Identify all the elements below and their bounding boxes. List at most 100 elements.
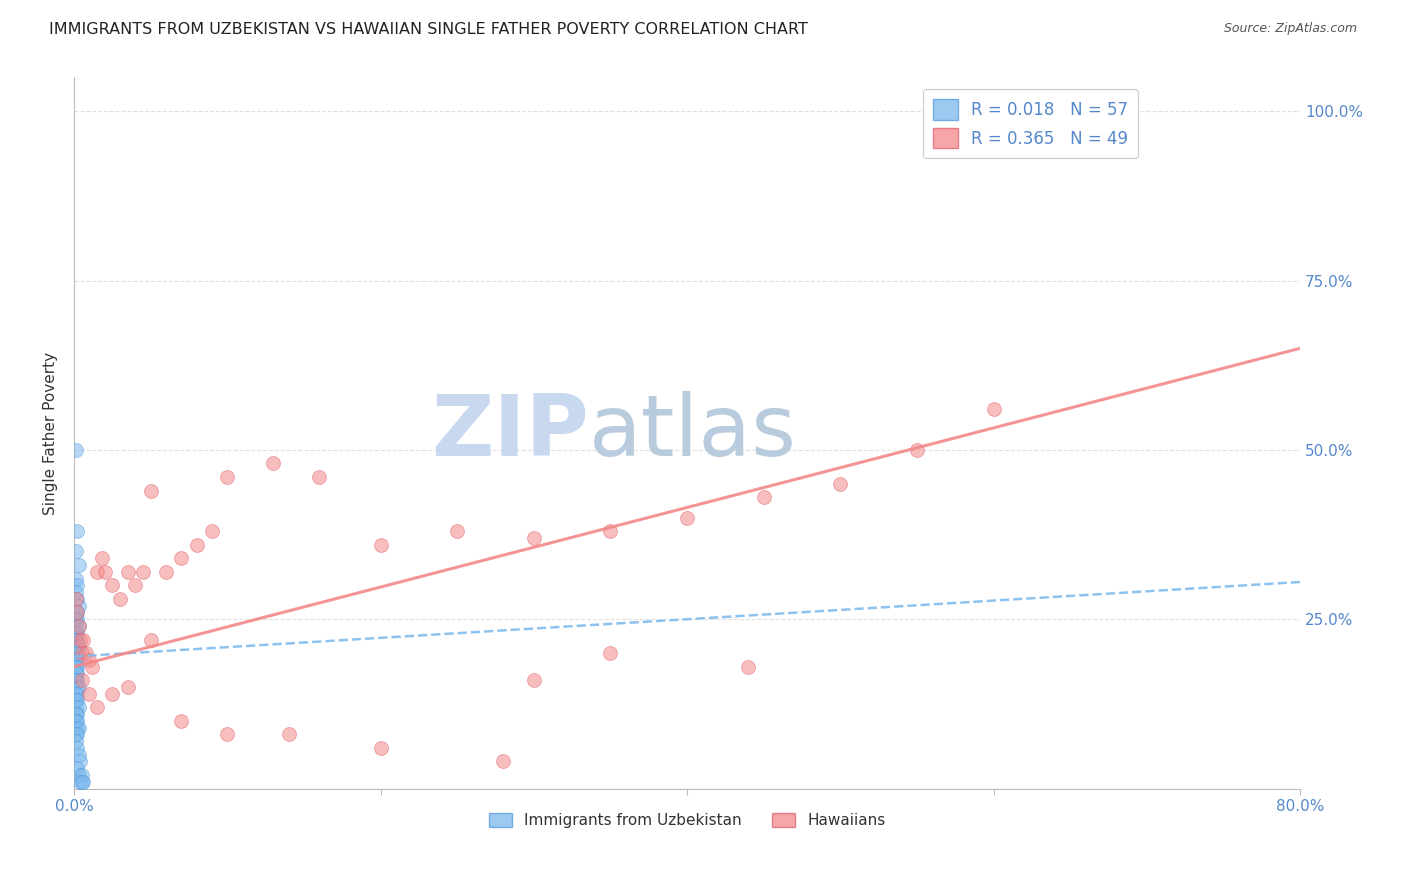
Point xyxy=(70,646,93,660)
Text: Source: ZipAtlas.com: Source: ZipAtlas.com xyxy=(1223,22,1357,36)
Point xyxy=(67,768,90,782)
Point xyxy=(523,531,546,545)
Text: atlas: atlas xyxy=(589,392,797,475)
Point xyxy=(599,524,621,538)
Point xyxy=(66,693,89,707)
Point xyxy=(66,606,89,620)
Point xyxy=(124,578,146,592)
Point xyxy=(186,538,208,552)
Point xyxy=(905,442,928,457)
Point xyxy=(65,619,87,633)
Point xyxy=(983,402,1005,417)
Point xyxy=(830,476,852,491)
Point xyxy=(69,774,91,789)
Point xyxy=(66,524,89,538)
Legend: Immigrants from Uzbekistan, Hawaiians: Immigrants from Uzbekistan, Hawaiians xyxy=(482,807,891,834)
Point xyxy=(86,700,108,714)
Point xyxy=(66,740,89,755)
Point xyxy=(67,640,90,654)
Point xyxy=(67,619,90,633)
Point xyxy=(446,524,468,538)
Point xyxy=(66,761,89,775)
Point xyxy=(599,646,621,660)
Point xyxy=(65,572,87,586)
Point xyxy=(65,544,87,558)
Point xyxy=(69,755,91,769)
Point xyxy=(82,659,104,673)
Point xyxy=(69,632,91,647)
Point xyxy=(66,666,89,681)
Point xyxy=(67,747,90,762)
Point xyxy=(66,687,89,701)
Point xyxy=(370,538,392,552)
Point xyxy=(65,659,87,673)
Point xyxy=(66,625,89,640)
Point xyxy=(65,646,87,660)
Point xyxy=(67,619,90,633)
Point xyxy=(65,734,87,748)
Point xyxy=(67,653,90,667)
Point xyxy=(66,706,89,721)
Point xyxy=(170,551,193,566)
Point xyxy=(277,727,299,741)
Point xyxy=(65,625,87,640)
Point xyxy=(262,457,284,471)
Point xyxy=(79,653,101,667)
Point xyxy=(983,104,1005,119)
Point xyxy=(75,646,97,660)
Point xyxy=(66,612,89,626)
Point xyxy=(170,714,193,728)
Point xyxy=(67,700,90,714)
Point xyxy=(117,680,139,694)
Point xyxy=(65,653,87,667)
Point xyxy=(65,632,87,647)
Point xyxy=(108,591,131,606)
Point xyxy=(65,585,87,599)
Point xyxy=(65,687,87,701)
Point xyxy=(370,740,392,755)
Text: IMMIGRANTS FROM UZBEKISTAN VS HAWAIIAN SINGLE FATHER POVERTY CORRELATION CHART: IMMIGRANTS FROM UZBEKISTAN VS HAWAIIAN S… xyxy=(49,22,808,37)
Point xyxy=(65,693,87,707)
Point xyxy=(676,510,699,524)
Point xyxy=(65,673,87,688)
Point xyxy=(65,706,87,721)
Point xyxy=(155,565,177,579)
Point xyxy=(93,565,115,579)
Point xyxy=(66,673,89,688)
Point xyxy=(101,578,124,592)
Point xyxy=(66,632,89,647)
Point xyxy=(65,606,87,620)
Point xyxy=(79,687,101,701)
Point xyxy=(117,565,139,579)
Point xyxy=(66,640,89,654)
Point xyxy=(217,470,239,484)
Point xyxy=(66,680,89,694)
Point xyxy=(70,774,93,789)
Point xyxy=(132,565,155,579)
Point xyxy=(737,659,759,673)
Point xyxy=(66,721,89,735)
Y-axis label: Single Father Poverty: Single Father Poverty xyxy=(44,351,58,515)
Point xyxy=(70,673,93,688)
Point xyxy=(66,591,89,606)
Point xyxy=(72,632,94,647)
Point xyxy=(65,727,87,741)
Point xyxy=(90,551,112,566)
Point xyxy=(308,470,330,484)
Point xyxy=(752,491,775,505)
Point xyxy=(65,666,87,681)
Point xyxy=(66,606,89,620)
Point xyxy=(65,700,87,714)
Point xyxy=(139,632,162,647)
Point xyxy=(523,673,546,688)
Point xyxy=(65,612,87,626)
Point xyxy=(66,659,89,673)
Point xyxy=(72,774,94,789)
Point xyxy=(67,599,90,613)
Point xyxy=(86,565,108,579)
Point xyxy=(70,768,93,782)
Point xyxy=(66,646,89,660)
Point xyxy=(65,714,87,728)
Point xyxy=(66,714,89,728)
Point xyxy=(139,483,162,498)
